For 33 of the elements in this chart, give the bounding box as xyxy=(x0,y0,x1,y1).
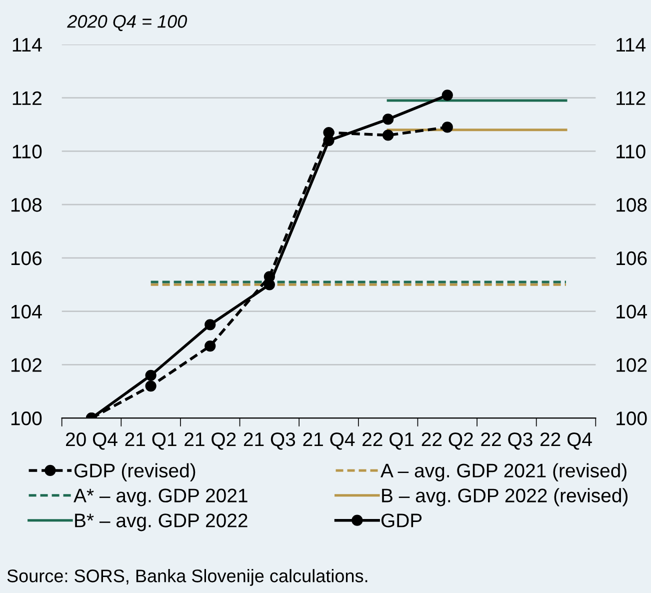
source-note: Source: SORS, Banka Slovenije calculations. xyxy=(7,569,368,586)
legend-label: B* – avg. GDP 2022 xyxy=(75,514,248,532)
legend-label: B – avg. GDP 2022 (revised) xyxy=(382,488,628,506)
legend-label: GDP (revised) xyxy=(74,463,196,482)
x-tick-label: 21 Q2 xyxy=(184,432,236,450)
y-tick-label: 112 xyxy=(12,91,42,105)
x-tick-label: 20 Q4 xyxy=(66,432,118,450)
y-tick-label: 114 xyxy=(12,38,42,52)
y-tick-label: 110 xyxy=(12,144,42,158)
y2-tick-label: 102 xyxy=(616,358,647,372)
x-tick-label: 22 Q3 xyxy=(481,432,532,450)
legend-label: GDP xyxy=(381,514,422,528)
y2-tick-label: 104 xyxy=(616,304,647,319)
y-tick-label: 106 xyxy=(11,251,42,266)
y2-tick-label: 112 xyxy=(616,91,646,105)
y-tick-label: 102 xyxy=(11,358,42,372)
y-tick-label: 100 xyxy=(11,412,42,426)
x-tick-label: 21 Q3 xyxy=(244,432,296,450)
x-tick-label: 21 Q1 xyxy=(125,432,176,450)
y-tick-label: 104 xyxy=(11,304,42,319)
y-tick-label: 108 xyxy=(11,198,42,212)
y2-tick-label: 106 xyxy=(616,251,647,266)
y2-tick-label: 108 xyxy=(616,198,647,212)
legend-label: A – avg. GDP 2021 (revised) xyxy=(380,463,626,482)
y2-tick-label: 100 xyxy=(616,412,647,426)
y2-tick-label: 114 xyxy=(616,38,646,52)
legend-label: A* – avg. GDP 2021 xyxy=(74,488,248,506)
x-tick-label: 21 Q4 xyxy=(303,432,355,450)
x-tick-label: 22 Q1 xyxy=(362,432,414,450)
chart-title: 2020 Q4 = 100 xyxy=(67,15,188,32)
y2-tick-label: 110 xyxy=(616,144,646,158)
x-tick-label: 22 Q2 xyxy=(422,432,473,450)
x-tick-label: 22 Q4 xyxy=(540,432,592,450)
